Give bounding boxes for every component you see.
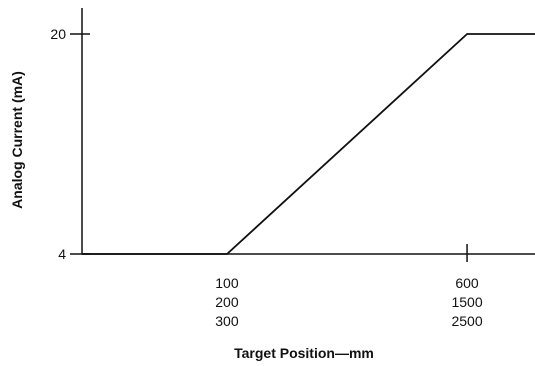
- x-axis-title: Target Position—mm: [234, 345, 374, 361]
- x-tick-label: 600: [455, 275, 479, 291]
- x-tick-label: 1500: [451, 294, 482, 310]
- x-tick-label: 200: [215, 294, 239, 310]
- x-tick-label: 2500: [451, 313, 482, 329]
- y-tick-label: 20: [50, 26, 66, 42]
- x-tick-label: 300: [215, 313, 239, 329]
- current-line: [82, 33, 535, 255]
- x-tick-label: 100: [215, 275, 239, 291]
- y-tick-label: 4: [58, 246, 66, 262]
- y-axis-title: Analog Current (mA): [9, 71, 25, 209]
